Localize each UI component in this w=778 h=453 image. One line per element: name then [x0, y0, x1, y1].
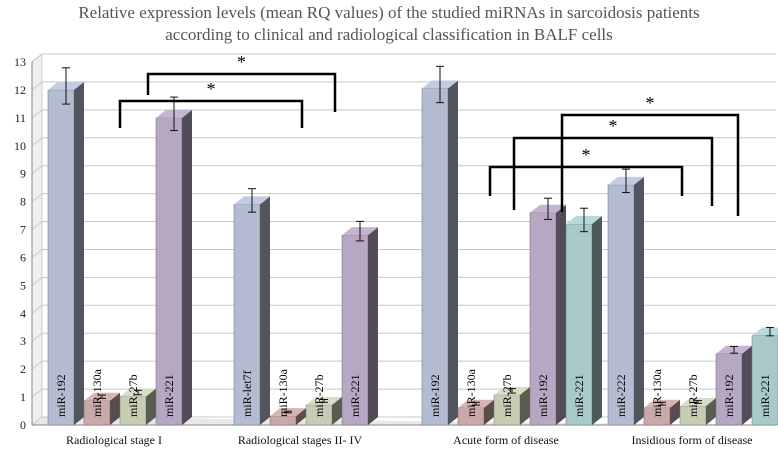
bar-side — [484, 399, 494, 425]
bar-label: miR-221 — [162, 374, 176, 417]
y-tick-label: 5 — [20, 278, 26, 292]
gridline-depth — [31, 53, 43, 63]
chart-title-line1: Relative expression levels (mean RQ valu… — [78, 3, 700, 22]
bar-label: miR-27b — [686, 374, 700, 417]
bar-side — [110, 392, 120, 425]
gridline-depth — [31, 165, 43, 175]
gridline-depth — [31, 388, 43, 398]
gridline-depth — [31, 416, 43, 426]
bar-label: miR-192 — [536, 374, 550, 417]
significance-bracket — [488, 165, 684, 196]
bar-top — [752, 327, 778, 336]
significance-bracket — [146, 72, 337, 112]
gridline-depth — [31, 137, 43, 147]
bar-side — [448, 80, 458, 426]
bar — [47, 89, 75, 426]
bar-label: miR-221 — [348, 374, 362, 417]
bar-label: miR-130a — [90, 368, 104, 417]
bar-label: miR-27b — [126, 374, 140, 417]
bar-side — [146, 388, 156, 425]
bar — [83, 400, 111, 426]
y-tick-label: 8 — [20, 195, 26, 209]
y-tick-label: 10 — [14, 139, 26, 153]
bar-side — [332, 396, 342, 425]
y-tick-label: 6 — [20, 250, 26, 264]
bar-label: miR-27b — [312, 374, 326, 417]
y-tick-label: 7 — [20, 223, 26, 237]
bar — [421, 88, 449, 426]
bar — [233, 204, 261, 426]
y-tick-label: 11 — [14, 111, 26, 125]
significance-bracket — [560, 113, 740, 216]
bar-side — [520, 386, 530, 425]
plot-side-wall — [31, 52, 43, 427]
chart-title-line2: according to clinical and radiological c… — [165, 25, 613, 44]
gridline-depth — [31, 304, 43, 314]
bar — [607, 184, 635, 426]
significance-star: * — [582, 145, 591, 165]
significance-star: * — [207, 79, 216, 99]
bar-side — [706, 398, 716, 425]
bar — [715, 353, 743, 426]
significance-star: * — [646, 93, 655, 113]
category-label: Radiological stages II- IV — [238, 433, 363, 447]
category-label: Acute form of disease — [453, 433, 559, 447]
bar-side — [260, 196, 270, 425]
bar — [529, 212, 557, 426]
bar-label: miR-192 — [428, 374, 442, 417]
significance-star: * — [609, 116, 618, 136]
bar-label: miR-27b — [500, 374, 514, 417]
bar-side — [368, 227, 378, 425]
gridline-depth — [31, 109, 43, 119]
bar-label: miR-221 — [758, 374, 772, 417]
bar-label: miR-let7f — [240, 370, 254, 417]
gridline-depth — [31, 193, 43, 203]
bar-label: miR-130a — [650, 368, 664, 417]
bar — [155, 117, 183, 426]
significance-bracket — [512, 136, 714, 210]
bar-label: miR-221 — [572, 374, 586, 417]
gridline-depth — [31, 360, 43, 370]
bar-side — [742, 345, 752, 425]
y-tick-label: 12 — [14, 83, 26, 97]
y-tick-label: 4 — [20, 306, 26, 320]
bar-side — [592, 215, 602, 425]
bar-label: miR-192 — [54, 374, 68, 417]
gridline-depth — [31, 81, 43, 91]
bar-label: miR-222 — [614, 374, 628, 417]
gridline-depth — [31, 332, 43, 342]
bar-side — [670, 399, 680, 425]
y-tick-label: 9 — [20, 167, 26, 181]
bar — [565, 223, 593, 426]
y-tick-label: 13 — [14, 55, 26, 69]
bar — [119, 396, 147, 426]
bar-side — [182, 109, 192, 425]
bar — [493, 394, 521, 426]
significance-star: * — [237, 52, 246, 72]
y-tick-label: 3 — [20, 334, 26, 348]
bar-side — [296, 408, 306, 425]
bar-label: miR-130a — [276, 368, 290, 417]
bar-side — [74, 81, 84, 425]
category-label: Radiological stage I — [66, 433, 162, 447]
gridline-depth — [31, 221, 43, 230]
gridline-depth — [31, 276, 43, 286]
y-tick-label: 0 — [20, 418, 26, 432]
gridline-depth — [31, 249, 43, 258]
chart-title: Relative expression levels (mean RQ valu… — [0, 2, 778, 46]
bar-label: miR-192 — [722, 374, 736, 417]
significance-bracket — [118, 99, 304, 128]
bar-label: miR-130a — [464, 368, 478, 417]
y-tick-label: 2 — [20, 362, 26, 376]
y-tick-label: 1 — [20, 390, 26, 404]
category-label: Insidious form of disease — [632, 433, 753, 447]
bar-side — [556, 204, 566, 425]
bar-side — [634, 176, 644, 425]
